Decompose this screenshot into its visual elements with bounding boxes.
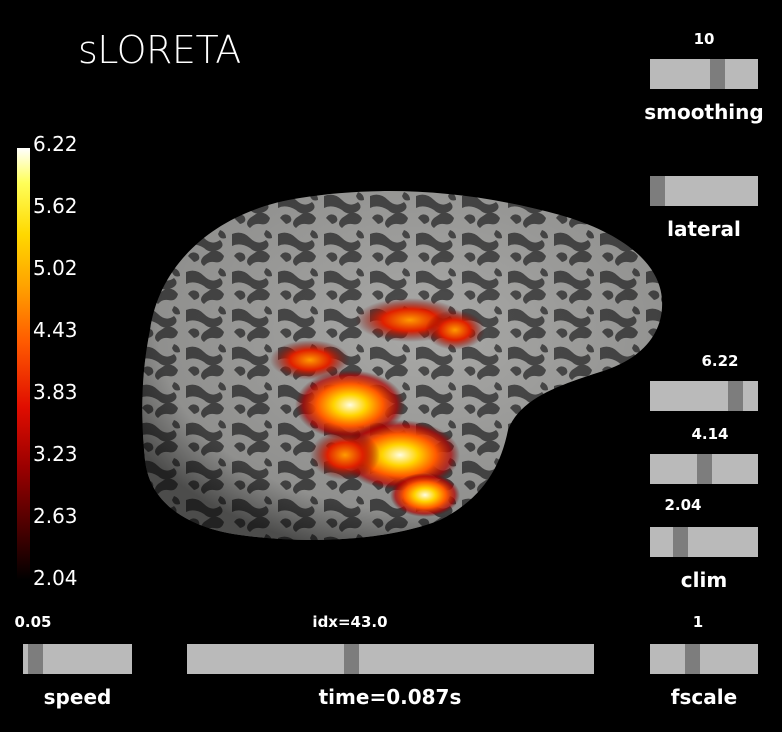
time-label: time=0.087s [318,685,462,709]
fscale-value: 1 [692,613,704,631]
clim-mid-value: 4.14 [691,425,729,443]
time-index-value: idx=43.0 [312,613,388,631]
fscale-slider[interactable] [650,644,758,674]
colorbar-tick: 5.02 [33,256,78,280]
slider-handle[interactable] [28,644,43,674]
colorbar-tick: 2.63 [33,504,78,528]
speed-value: 0.05 [14,613,52,631]
view-slider[interactable] [650,176,758,206]
brain-hemisphere [142,191,663,540]
colorbar-tick: 6.22 [33,132,78,156]
colorbar-tick: 5.62 [33,194,78,218]
clim-mid-slider[interactable] [650,454,758,484]
clim-label: clim [680,568,728,592]
clim-high-value: 6.22 [701,352,739,370]
colorbar-tick: 2.04 [33,566,78,590]
slider-handle[interactable] [344,644,359,674]
colorbar-tick: 4.43 [33,318,78,342]
clim-high-slider[interactable] [650,381,758,411]
time-slider[interactable] [187,644,594,674]
colorbar-tick: 3.83 [33,380,78,404]
slider-handle[interactable] [673,527,688,557]
speed-label: speed [43,685,112,709]
slider-handle[interactable] [710,59,725,89]
slider-handle[interactable] [697,454,712,484]
slider-handle[interactable] [728,381,743,411]
smoothing-label: smoothing [644,100,764,124]
view-label: lateral [667,217,741,241]
clim-low-value: 2.04 [664,496,702,514]
speed-slider[interactable] [23,644,132,674]
smoothing-slider[interactable] [650,59,758,89]
colorbar-tick: 3.23 [33,442,78,466]
colorbar-gradient [17,148,30,580]
clim-low-slider[interactable] [650,527,758,557]
fscale-label: fscale [670,685,738,709]
slider-handle[interactable] [650,176,665,206]
activation-overlay [270,298,485,517]
plot-title: sLORETA [78,28,241,72]
slider-handle[interactable] [685,644,700,674]
smoothing-value: 10 [693,30,715,48]
